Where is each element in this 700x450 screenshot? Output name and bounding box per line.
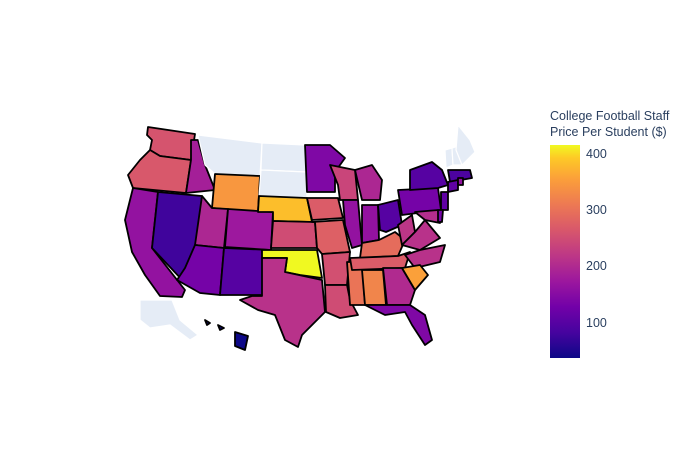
state-ks[interactable] xyxy=(270,220,318,249)
state-hi[interactable] xyxy=(204,319,249,351)
colorbar-title-line1: College Football Staff xyxy=(550,109,670,123)
colorbar-tick-200: 200 xyxy=(586,259,607,273)
state-nj[interactable] xyxy=(440,191,449,211)
state-mi[interactable] xyxy=(354,164,383,201)
state-ny[interactable] xyxy=(409,161,449,191)
colorbar-tick-400: 400 xyxy=(586,147,607,161)
state-de[interactable] xyxy=(437,209,444,223)
state-wy[interactable] xyxy=(211,173,261,213)
colorbar-tick-100: 100 xyxy=(586,316,607,330)
state-nc[interactable] xyxy=(404,244,446,269)
state-ar[interactable] xyxy=(321,251,351,286)
state-ak[interactable] xyxy=(139,299,199,341)
state-co[interactable] xyxy=(224,208,274,251)
state-la[interactable] xyxy=(324,284,359,319)
state-tx[interactable] xyxy=(239,257,326,348)
state-ct[interactable] xyxy=(447,179,459,193)
state-md[interactable] xyxy=(414,209,441,224)
colorbar xyxy=(550,145,580,358)
state-nd[interactable] xyxy=(260,142,307,173)
colorbar-title: College Football Staff Price Per Student… xyxy=(550,108,669,140)
state-il[interactable] xyxy=(342,199,363,249)
state-in[interactable] xyxy=(361,204,380,244)
state-sc[interactable] xyxy=(401,264,429,291)
state-ia[interactable] xyxy=(306,197,344,221)
state-or[interactable] xyxy=(127,149,192,194)
state-al[interactable] xyxy=(361,269,387,306)
state-va[interactable] xyxy=(401,219,441,251)
state-oh[interactable] xyxy=(377,199,403,233)
state-fl[interactable] xyxy=(364,304,433,346)
state-ri[interactable] xyxy=(457,177,464,186)
colorbar-title-line2: Price Per Student ($) xyxy=(550,125,667,139)
state-me[interactable] xyxy=(455,124,476,166)
state-tn[interactable] xyxy=(349,251,411,271)
colorbar-tick-300: 300 xyxy=(586,203,607,217)
state-sd[interactable] xyxy=(258,169,308,199)
state-ma[interactable] xyxy=(447,169,473,183)
